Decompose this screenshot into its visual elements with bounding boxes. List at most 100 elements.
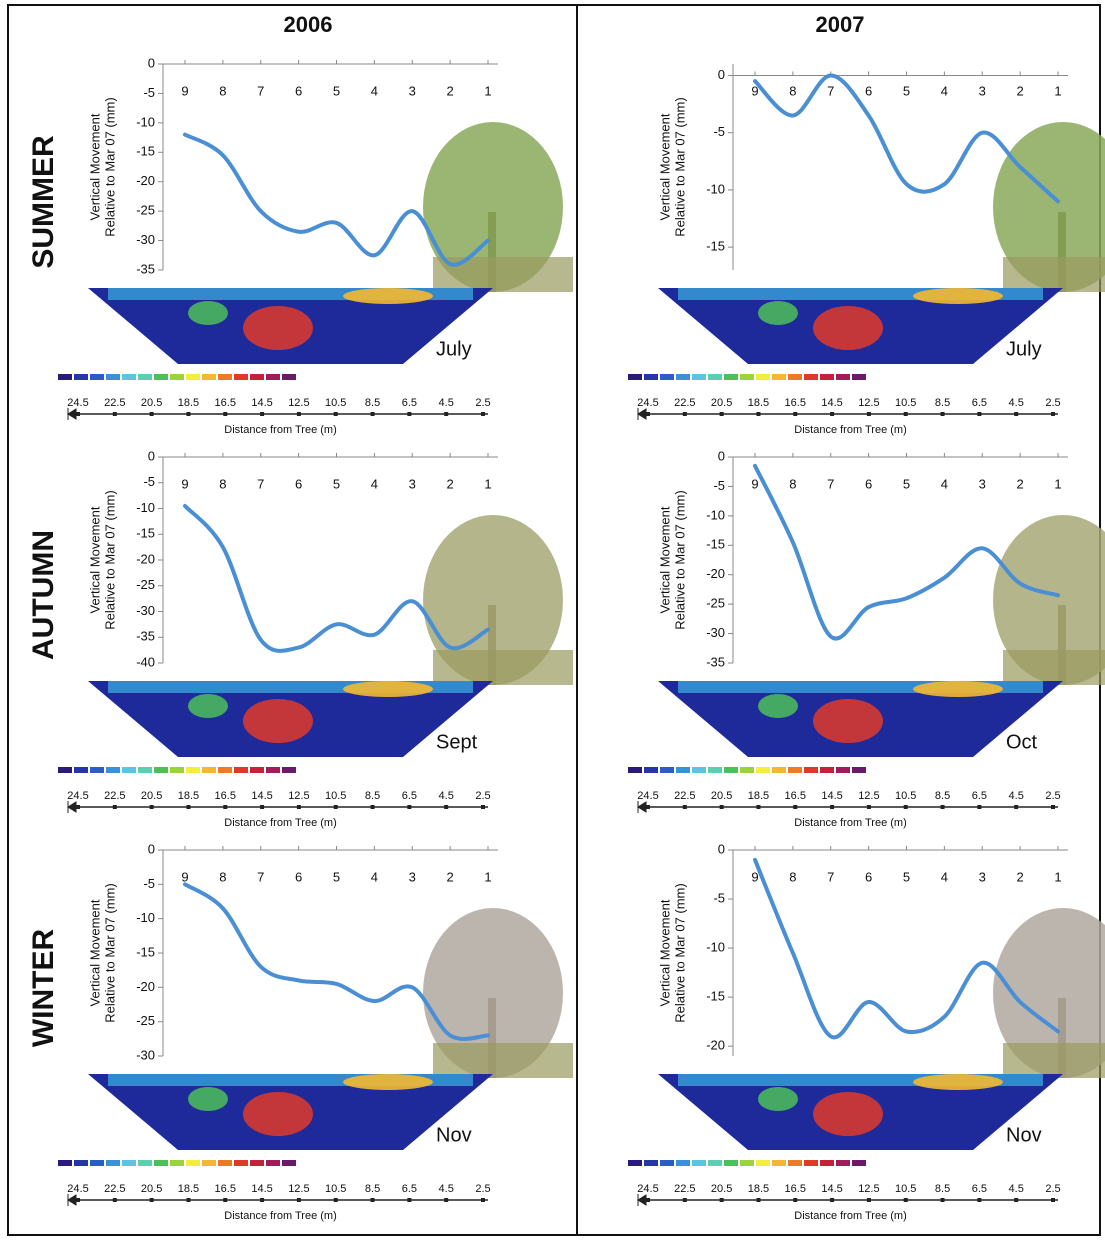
x-tick-label: 5 xyxy=(903,869,910,884)
distance-tick xyxy=(333,1198,338,1202)
distance-tick xyxy=(76,1198,80,1202)
color-scale xyxy=(692,374,706,380)
color-scale xyxy=(660,374,674,380)
tree-crown xyxy=(993,515,1105,685)
distance-tick-label: 14.5 xyxy=(821,397,842,409)
color-scale xyxy=(708,767,722,773)
color-scale xyxy=(852,374,866,380)
month-label: Nov xyxy=(1006,1124,1042,1146)
distance-tick-label: 12.5 xyxy=(288,397,309,409)
color-scale xyxy=(202,374,216,380)
distance-tick xyxy=(76,412,80,416)
distance-tick xyxy=(1051,1198,1055,1202)
resistivity-anomaly xyxy=(913,288,1003,304)
y-tick-label: -25 xyxy=(706,596,725,611)
distance-tick xyxy=(444,805,449,809)
distance-tick xyxy=(940,1198,945,1202)
color-scale xyxy=(74,767,88,773)
color-scale xyxy=(852,1160,866,1166)
distance-arrow xyxy=(67,408,77,420)
x-tick-label: 2 xyxy=(1017,869,1024,884)
color-scale xyxy=(836,1160,850,1166)
color-scale xyxy=(756,767,770,773)
distance-tick-label: 24.5 xyxy=(67,397,88,409)
distance-tick-label: 2.5 xyxy=(1045,397,1060,409)
resistivity-anomaly xyxy=(343,1074,433,1090)
distance-axis-label: Distance from Tree (m) xyxy=(224,1210,336,1222)
x-tick-label: 4 xyxy=(371,869,378,884)
distance-tick xyxy=(149,805,154,809)
y-tick-label: 0 xyxy=(718,841,725,856)
distance-tick-label: 18.5 xyxy=(748,397,769,409)
y-axis-label: Vertical Movement xyxy=(87,506,102,613)
x-tick-label: 3 xyxy=(979,869,986,884)
x-tick-label: 3 xyxy=(979,476,986,491)
distance-tick-label: 22.5 xyxy=(674,790,695,802)
distance-tick-label: 2.5 xyxy=(1045,1183,1060,1195)
distance-tick-label: 20.5 xyxy=(141,1183,162,1195)
distance-tick-label: 8.5 xyxy=(935,397,950,409)
x-tick-label: 7 xyxy=(827,83,834,98)
distance-tick-label: 10.5 xyxy=(895,1183,916,1195)
color-scale xyxy=(628,767,642,773)
color-scale xyxy=(58,767,72,773)
distance-tick xyxy=(481,412,485,416)
y-tick-label: -20 xyxy=(136,173,155,188)
distance-tick-label: 10.5 xyxy=(325,790,346,802)
x-tick-label: 4 xyxy=(941,83,948,98)
x-tick-label: 1 xyxy=(1054,869,1061,884)
color-scale xyxy=(58,1160,72,1166)
x-tick-label: 4 xyxy=(941,869,948,884)
month-label: Sept xyxy=(436,731,478,753)
distance-tick xyxy=(481,805,485,809)
distance-tick xyxy=(223,1198,228,1202)
distance-tick xyxy=(866,1198,871,1202)
y-tick-label: -10 xyxy=(136,910,155,925)
color-scale xyxy=(122,374,136,380)
color-scale xyxy=(820,1160,834,1166)
x-tick-label: 1 xyxy=(1054,83,1061,98)
y-tick-label: -35 xyxy=(136,261,155,276)
color-scale xyxy=(138,1160,152,1166)
distance-tick xyxy=(112,412,117,416)
distance-tick-label: 12.5 xyxy=(858,1183,879,1195)
tree xyxy=(423,908,573,1078)
x-tick-label: 4 xyxy=(371,83,378,98)
resistivity-anomaly xyxy=(343,681,433,697)
distance-tick-label: 10.5 xyxy=(895,790,916,802)
distance-tick xyxy=(1051,412,1055,416)
distance-tick-label: 4.5 xyxy=(439,397,454,409)
x-tick-label: 8 xyxy=(219,869,226,884)
color-scale xyxy=(820,767,834,773)
x-tick-label: 8 xyxy=(789,476,796,491)
distance-tick-label: 8.5 xyxy=(935,1183,950,1195)
column-title: 2006 xyxy=(284,12,333,37)
distance-tick xyxy=(903,805,908,809)
resistivity-anomaly xyxy=(188,301,228,325)
color-scale xyxy=(106,767,120,773)
y-tick-label: 0 xyxy=(148,55,155,70)
color-scale xyxy=(266,374,280,380)
distance-tick-label: 4.5 xyxy=(1009,1183,1024,1195)
distance-axis-label: Distance from Tree (m) xyxy=(794,817,906,829)
color-scale xyxy=(644,374,658,380)
x-tick-label: 7 xyxy=(257,869,264,884)
y-axis-label: Relative to Mar 07 (mm) xyxy=(102,490,117,629)
tree-ground xyxy=(1003,650,1105,685)
color-scale xyxy=(266,1160,280,1166)
distance-tick-label: 16.5 xyxy=(215,790,236,802)
tree-crown xyxy=(993,908,1105,1078)
distance-tick-label: 22.5 xyxy=(104,1183,125,1195)
distance-tick-label: 6.5 xyxy=(402,397,417,409)
y-tick-label: 0 xyxy=(718,448,725,463)
distance-tick xyxy=(370,805,375,809)
color-scale xyxy=(154,1160,168,1166)
color-scale xyxy=(250,1160,264,1166)
distance-tick xyxy=(866,412,871,416)
distance-tick-label: 22.5 xyxy=(674,1183,695,1195)
distance-tick xyxy=(977,805,982,809)
resistivity-anomaly xyxy=(243,1092,313,1136)
color-scale xyxy=(58,374,72,380)
month-label: July xyxy=(1006,338,1042,360)
x-tick-label: 9 xyxy=(751,476,758,491)
